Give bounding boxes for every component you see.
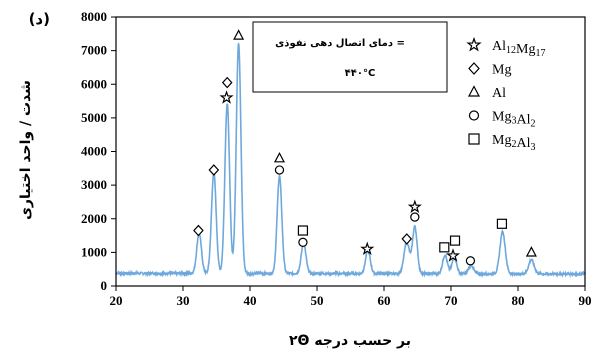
y-axis-ticks: 0 1000 2000 3000 4000 5000 6000 7000 8000 (81, 9, 116, 293)
triangle-phase-marker (273, 151, 285, 163)
y-tick-label: 3000 (81, 177, 107, 192)
star-legend-marker (466, 36, 482, 52)
y-tick-label: 1000 (81, 244, 107, 259)
star-phase-marker (219, 90, 234, 104)
legend-label: Mg (492, 63, 511, 78)
x-axis-ticks: 20 30 40 50 60 70 80 90 (110, 286, 592, 308)
circle-phase-marker (465, 256, 476, 266)
triangle-phase-marker (233, 29, 245, 40)
y-tick-label: 0 (101, 278, 108, 293)
star-phase-marker (445, 248, 461, 262)
x-tick-label: 40 (244, 293, 257, 308)
square-phase-marker (297, 225, 309, 236)
legend-label: Al (492, 86, 506, 101)
annotation-box: = دمای اتصال دهی نفوذی ۴۴۰°C (252, 21, 448, 93)
x-tick-label: 20 (110, 293, 123, 308)
circle-phase-marker (298, 237, 308, 247)
y-axis-label: شدت / واحد اختیاری (18, 80, 34, 220)
diamond-phase-marker (221, 76, 233, 89)
circle-phase-marker (410, 212, 420, 222)
y-tick-label: 5000 (81, 110, 107, 125)
square-phase-marker (496, 218, 508, 229)
annotation-line-2: ۴۴۰°C (345, 68, 376, 79)
y-tick-label: 4000 (81, 144, 107, 159)
diamond-legend-marker (468, 62, 480, 75)
diamond-phase-marker (193, 224, 204, 237)
diamond-phase-marker (401, 233, 413, 245)
annotation-line-1: = دمای اتصال دهی نفوذی (275, 38, 405, 49)
x-tick-label: 60 (378, 293, 391, 308)
circle-legend-marker (468, 110, 480, 121)
y-tick-label: 6000 (81, 76, 107, 91)
panel-label: (د) (29, 10, 50, 28)
phase-markers (193, 29, 537, 266)
triangle-legend-marker (468, 85, 480, 97)
xrd-spectrum-line (115, 42, 586, 279)
circle-phase-marker (274, 165, 285, 175)
x-tick-label: 90 (579, 293, 592, 308)
x-axis-label: ۲Θ بر حسب درجه (289, 333, 411, 349)
x-tick-label: 30 (177, 293, 190, 308)
square-legend-marker (468, 133, 480, 145)
star-phase-marker (407, 199, 422, 214)
triangle-phase-marker (525, 246, 537, 257)
diamond-phase-marker (208, 164, 220, 176)
y-tick-label: 2000 (81, 211, 107, 226)
legend-label: Mg2Al3 (492, 133, 535, 153)
square-phase-marker (439, 242, 450, 253)
legend-label: Mg3Al2 (492, 110, 535, 130)
legend-label: Al12Mg17 (492, 39, 545, 59)
star-phase-marker (360, 241, 375, 256)
y-tick-label: 7000 (81, 43, 107, 58)
x-tick-label: 50 (311, 293, 324, 308)
x-tick-label: 70 (445, 293, 458, 308)
square-phase-marker (449, 235, 461, 246)
legend: Al12Mg17 Mg Al Mg3Al2 Mg2Al3 (466, 36, 545, 153)
x-tick-label: 80 (512, 293, 525, 308)
y-tick-label: 8000 (81, 9, 107, 24)
